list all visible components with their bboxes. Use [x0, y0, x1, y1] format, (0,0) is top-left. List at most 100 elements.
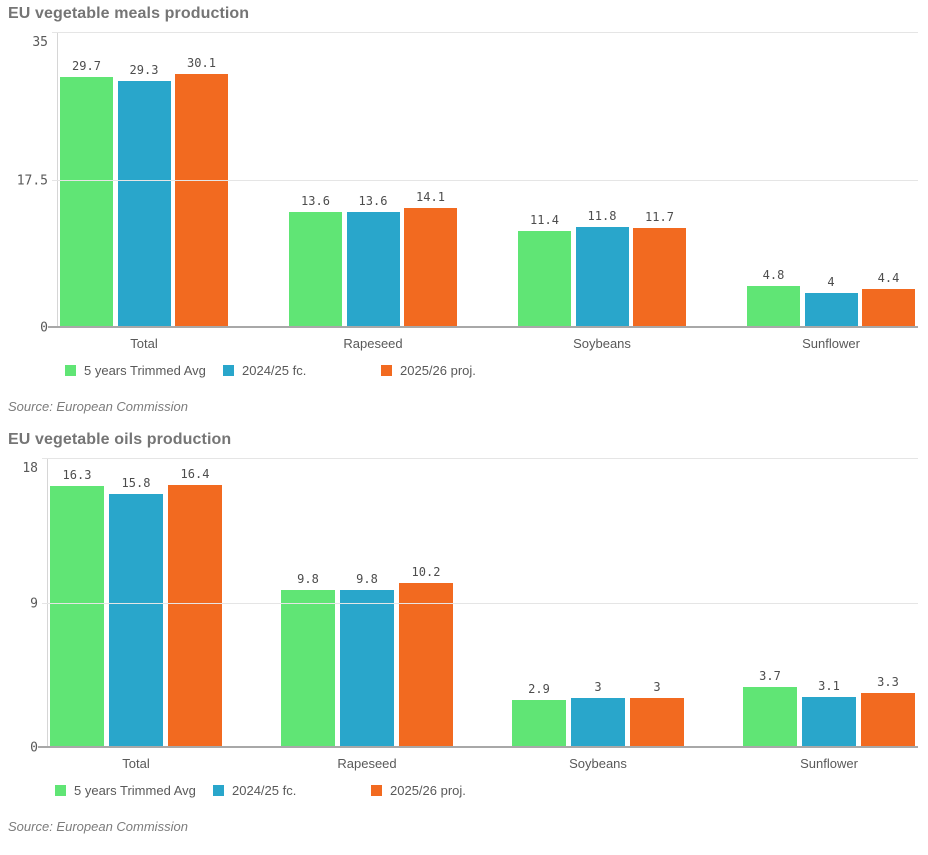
bar[interactable]: 3.7: [743, 669, 797, 746]
bar[interactable]: 10.2: [399, 565, 453, 746]
legend-swatch-icon: [223, 365, 234, 376]
y-axis-tick-label: 17.5: [16, 173, 48, 188]
legend-item[interactable]: 2025/26 proj.: [371, 783, 529, 798]
chart-meals-production: EU vegetable meals production 29.7 29.3 30…: [0, 5, 918, 414]
bar-value-label: 14.1: [416, 189, 445, 204]
bar-value-label: 15.8: [121, 476, 151, 491]
legend-item[interactable]: 5 years Trimmed Avg: [65, 363, 223, 378]
legend-swatch-icon: [55, 785, 66, 796]
bar-value-label: 16.3: [62, 468, 92, 483]
plot-area: 29.7 29.3 30.1 13.6 13.6 14.1 11.4 11.8 11.7 4.8 4…: [17, 32, 918, 336]
legend-item[interactable]: 5 years Trimmed Avg: [55, 783, 213, 798]
bar-value-label: 11.7: [645, 210, 674, 225]
bar-value-label: 29.7: [72, 59, 101, 74]
bar-group: 9.8 9.8 10.2: [281, 459, 453, 746]
bar[interactable]: 16.4: [168, 467, 222, 746]
x-axis-category-label: Rapeseed: [343, 336, 403, 351]
legend-item-label: 2024/25 fc.: [242, 363, 307, 378]
bar-group: 11.4 11.8 11.7: [518, 33, 686, 326]
x-axis-category-label: Total: [122, 756, 150, 771]
bar-value-label: 11.8: [587, 209, 617, 224]
bar[interactable]: 2.9: [512, 682, 566, 746]
gridline: [52, 179, 918, 181]
bar-value-label: 3.1: [818, 678, 840, 693]
legend-item-label: 2025/26 proj.: [390, 783, 466, 798]
y-axis-tick-label: 9: [30, 596, 38, 611]
x-axis-baseline: [48, 326, 918, 328]
bar[interactable]: 29.3: [117, 63, 171, 326]
bar-group: 13.6 13.6 14.1: [289, 33, 457, 326]
legend-swatch-icon: [371, 785, 382, 796]
bar[interactable]: 3.1: [802, 679, 856, 746]
bars-container: 29.7 29.3 30.1 13.6 13.6 14.1 11.4 11.8 11.7 4.8 4…: [57, 33, 918, 326]
bar-value-label: 11.4: [530, 212, 559, 227]
bar-value-label: 13.6: [358, 194, 388, 209]
bar[interactable]: 11.8: [575, 209, 629, 326]
bar[interactable]: 29.7: [60, 59, 113, 326]
bar-group: 16.3 15.8 16.4: [50, 459, 222, 746]
bar-value-label: 4: [827, 274, 835, 289]
bar[interactable]: 13.6: [289, 194, 342, 326]
x-axis-category-label: Soybeans: [569, 756, 627, 771]
bar[interactable]: 11.7: [633, 210, 686, 326]
bar-value-label: 3.7: [759, 669, 781, 684]
bar-value-label: 4.8: [762, 267, 785, 282]
source-note: Source: European Commission: [8, 819, 188, 834]
y-axis-tick-label: 18: [22, 461, 38, 476]
bar[interactable]: 15.8: [109, 476, 163, 746]
bar[interactable]: 16.3: [50, 468, 104, 746]
bar-value-label: 2.9: [528, 681, 550, 696]
x-axis-baseline: [38, 746, 918, 748]
bar-value-label: 3.3: [877, 675, 899, 690]
legend-item[interactable]: 2024/25 fc.: [223, 363, 381, 378]
bar-value-label: 4.4: [877, 271, 900, 286]
legend-swatch-icon: [65, 365, 76, 376]
legend-item-label: 5 years Trimmed Avg: [74, 783, 196, 798]
x-axis-category-label: Soybeans: [573, 336, 631, 351]
bars-container: 16.3 15.8 16.4 9.8 9.8 10.2 2.9 3 3 3.7 3.1 3.3: [47, 459, 918, 746]
y-axis-tick-label: 0: [40, 320, 48, 336]
bar-value-label: 3: [594, 680, 602, 695]
bar[interactable]: 11.4: [518, 213, 571, 326]
bar[interactable]: 4: [804, 275, 858, 326]
x-axis-category-label: Rapeseed: [337, 756, 397, 771]
bar-group: 2.9 3 3: [512, 459, 684, 746]
gridline: [42, 458, 918, 459]
legend-item[interactable]: 2025/26 proj.: [381, 363, 539, 378]
x-axis-category-label: Total: [130, 336, 158, 351]
legend-swatch-icon: [213, 785, 224, 796]
y-axis-tick-label: 35: [32, 35, 48, 50]
bar[interactable]: 4.4: [862, 271, 915, 326]
legend-swatch-icon: [381, 365, 392, 376]
bar-group: 4.8 4 4.4: [747, 33, 915, 326]
bar[interactable]: 3: [571, 680, 625, 746]
bar-group: 29.7 29.3 30.1: [60, 33, 228, 326]
legend-item[interactable]: 2024/25 fc.: [213, 783, 371, 798]
bar[interactable]: 9.8: [340, 572, 394, 746]
bar-value-label: 29.3: [129, 62, 159, 77]
bar-group: 3.7 3.1 3.3: [743, 459, 915, 746]
bar-value-label: 3: [653, 680, 661, 695]
legend: 5 years Trimmed Avg 2024/25 fc. 2025/26 pr…: [55, 783, 918, 798]
source-note: Source: European Commission: [8, 399, 188, 414]
chart-oils-production: EU vegetable oils production 16.3 15.8 16.…: [0, 431, 918, 834]
bar-value-label: 16.4: [180, 466, 210, 481]
x-axis-category-label: Sunflower: [802, 336, 860, 351]
bar-value-label: 9.8: [356, 571, 378, 586]
y-axis-tick-label: 0: [30, 740, 38, 756]
bar[interactable]: 30.1: [175, 56, 228, 326]
bar[interactable]: 3.3: [861, 675, 915, 746]
bar[interactable]: 13.6: [346, 194, 400, 326]
x-axis-category-label: Sunflower: [800, 756, 858, 771]
bar[interactable]: 4.8: [747, 268, 800, 326]
legend: 5 years Trimmed Avg 2024/25 fc. 2025/26 pr…: [65, 363, 918, 378]
chart-title: EU vegetable meals production: [8, 5, 250, 22]
bar[interactable]: 3: [630, 680, 684, 746]
bar[interactable]: 14.1: [404, 190, 457, 326]
y-axis-line: [47, 459, 48, 748]
bar-value-label: 9.8: [297, 571, 319, 586]
bar-value-label: 10.2: [411, 565, 441, 580]
bar-value-label: 13.6: [301, 194, 330, 209]
bar[interactable]: 9.8: [281, 572, 335, 746]
